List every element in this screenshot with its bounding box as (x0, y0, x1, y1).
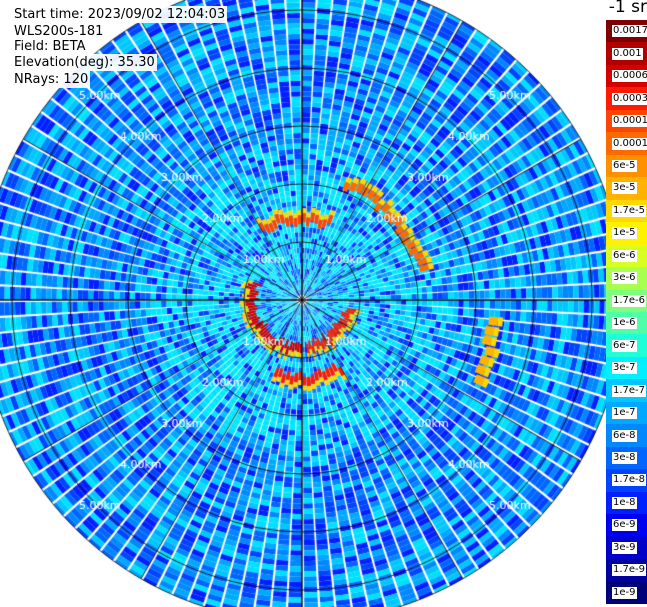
instrument-name: WLS200s-181 (12, 23, 106, 40)
colorbar-label: 1e-6 (612, 317, 637, 330)
colorbar-label: 3e-6 (612, 272, 637, 285)
colorbar-label: 0.0003 (612, 92, 647, 105)
colorbar: 0.0017 0.001 0.0006 0.0003 0.00017 0.0001 6e-5… (606, 20, 647, 605)
colorbar-label: 1e-7 (612, 407, 637, 420)
colorbar-label: 0.0001 (612, 137, 647, 150)
colorbar-label: 6e-5 (612, 160, 637, 172)
colorbar-label: 0.00017 (612, 115, 647, 128)
colorbar-label: 1e-8 (612, 496, 637, 509)
colorbar-label: 1.7e-5 (612, 204, 647, 217)
colorbar-label: 6e-7 (612, 339, 637, 352)
colorbar-label: 0.001 (612, 47, 643, 60)
start-time: Start time: 2023/09/02 12:04:03 (12, 6, 228, 23)
elevation-label: Elevation(deg): 35.30 (12, 54, 157, 71)
colorbar-label: 0.0017 (612, 25, 647, 38)
colorbar-label: 3e-8 (612, 452, 637, 464)
field-label: Field: BETA (12, 38, 88, 55)
colorbar-label: 1e-9 (612, 586, 637, 599)
colorbar-label: 6e-9 (612, 519, 637, 532)
colorbar-label: 3e-5 (612, 182, 637, 195)
colorbar-label: 3e-9 (612, 541, 637, 554)
colorbar-label: 1.7e-7 (612, 384, 647, 397)
nrays-label: NRays: 120 (12, 71, 91, 88)
colorbar-unit: -1 sr (608, 0, 647, 17)
colorbar-label: 1e-5 (612, 227, 637, 240)
colorbar-label: 1.7e-6 (612, 294, 647, 307)
colorbar-label: 6e-8 (612, 429, 637, 442)
colorbar-label: 6e-6 (612, 249, 637, 262)
colorbar-label: 1.7e-9 (612, 564, 647, 577)
colorbar-label: 3e-7 (612, 362, 637, 375)
colorbar-label: 0.0006 (612, 70, 647, 83)
colorbar-label: 1.7e-8 (612, 474, 647, 487)
